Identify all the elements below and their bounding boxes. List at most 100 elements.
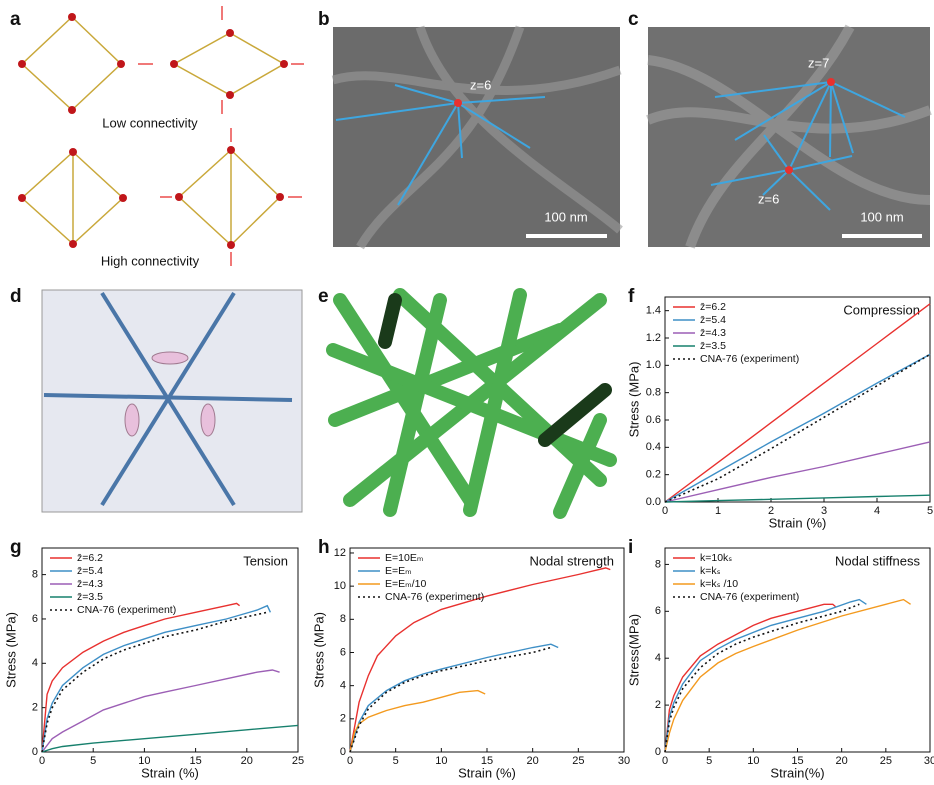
series-line	[350, 648, 551, 753]
x-tick-label: 0	[39, 755, 45, 767]
y-tick-label: 2	[655, 699, 661, 711]
x-axis-label: Strain (%)	[769, 515, 827, 530]
label: z=6	[758, 191, 779, 206]
annotation: Tension	[243, 553, 288, 568]
figure: Low connectivity High connectivity z=6 1…	[0, 0, 934, 785]
panel-label: g	[10, 537, 22, 558]
x-tick-label: 5	[706, 755, 712, 767]
panel-label: f	[628, 286, 635, 307]
y-tick-label: 1.0	[646, 359, 661, 371]
x-tick-label: 5	[90, 755, 96, 767]
y-tick-label: 12	[334, 547, 346, 559]
panel-label: d	[10, 286, 22, 307]
y-tick-label: 4	[655, 652, 661, 664]
y-tick-label: 0.4	[646, 441, 661, 453]
y-tick-label: 8	[340, 613, 346, 625]
series-line	[665, 600, 911, 752]
series-line	[665, 354, 930, 502]
y-tick-label: 6	[655, 605, 661, 617]
series-line	[350, 644, 558, 752]
y-axis-label: Stress(MPa)	[626, 614, 641, 686]
y-tick-label: 0.8	[646, 387, 661, 399]
x-tick-label: 4	[874, 505, 880, 517]
series-line	[350, 691, 485, 752]
x-axis-label: Strain (%)	[141, 765, 199, 780]
series-line	[665, 495, 930, 502]
x-tick-label: 20	[241, 755, 253, 767]
y-axis-label: Stress (MPa)	[3, 612, 18, 688]
x-tick-label: 10	[435, 755, 447, 767]
label: z=7	[808, 55, 829, 70]
caption: High connectivity	[101, 253, 200, 268]
x-tick-label: 30	[618, 755, 630, 767]
legend-label: k=kₛ	[700, 565, 721, 577]
y-tick-label: 0.0	[646, 496, 661, 508]
y-tick-label: 2	[32, 702, 38, 714]
series-line	[665, 604, 859, 752]
nodes-a	[18, 13, 288, 249]
x-axis-label: Strain(%)	[770, 765, 824, 780]
x-tick-label: 10	[747, 755, 759, 767]
y-tick-label: 2	[340, 713, 346, 725]
panel-label: c	[628, 9, 639, 30]
panel-label: a	[10, 9, 21, 30]
caption: Low connectivity	[102, 115, 198, 130]
panel-label: e	[318, 286, 329, 307]
legend-label: z̄=5.4	[700, 314, 726, 326]
y-tick-label: 0.2	[646, 469, 661, 481]
legend-label: z̄=3.5	[700, 340, 726, 352]
y-tick-label: 0	[32, 746, 38, 758]
annotation: Nodal stiffness	[835, 553, 921, 568]
x-tick-label: 20	[836, 755, 848, 767]
y-axis-label: Stress (MPa)	[311, 612, 326, 688]
legend-label: CNA-76 (experiment)	[77, 604, 176, 616]
panel-label: h	[318, 537, 330, 558]
x-tick-label: 0	[662, 505, 668, 517]
scale-label: 100 nm	[860, 209, 903, 224]
annotation: Compression	[843, 302, 920, 317]
x-tick-label: 25	[572, 755, 584, 767]
legend-label: k=10kₛ	[700, 552, 732, 564]
y-tick-label: 6	[32, 613, 38, 625]
legend-label: z̄=6.2	[77, 552, 103, 564]
scale-label: 100 nm	[544, 209, 587, 224]
legend-label: z̄=4.3	[700, 327, 726, 339]
y-tick-label: 4	[340, 680, 346, 692]
legend-label: CNA-76 (experiment)	[700, 353, 799, 365]
legend-label: z̄=5.4	[77, 565, 103, 577]
legend-label: E=10Eₘ	[385, 552, 423, 564]
series-line	[42, 725, 298, 752]
arrows-a	[138, 6, 304, 266]
x-tick-label: 30	[924, 755, 934, 767]
legend-label: z̄=4.3	[77, 578, 103, 590]
y-tick-label: 0.6	[646, 414, 661, 426]
series-line	[42, 670, 280, 752]
y-tick-label: 6	[340, 646, 346, 658]
y-tick-label: 1.4	[646, 305, 661, 317]
legend-label: z̄=6.2	[700, 301, 726, 313]
y-tick-label: 0	[340, 746, 346, 758]
legend-label: E=Eₘ	[385, 565, 412, 577]
node	[785, 166, 793, 174]
label: z=6	[470, 77, 491, 92]
y-axis-label: Stress (MPa)	[626, 362, 641, 438]
x-tick-label: 5	[927, 505, 933, 517]
panel-label: i	[628, 537, 633, 558]
x-tick-label: 25	[292, 755, 304, 767]
x-tick-label: 5	[393, 755, 399, 767]
node	[454, 99, 462, 107]
x-tick-label: 20	[527, 755, 539, 767]
diagram-a	[22, 17, 284, 245]
legend-label: z̄=3.5	[77, 591, 103, 603]
x-tick-label: 0	[347, 755, 353, 767]
y-tick-label: 0	[655, 746, 661, 758]
y-tick-label: 1.2	[646, 332, 661, 344]
legend-label: k=kₛ /10	[700, 578, 738, 590]
x-tick-label: 25	[880, 755, 892, 767]
x-tick-label: 0	[662, 755, 668, 767]
legend-label: CNA-76 (experiment)	[385, 591, 484, 603]
node	[827, 78, 835, 86]
legend-label: CNA-76 (experiment)	[700, 591, 799, 603]
x-axis-label: Strain (%)	[458, 765, 516, 780]
y-tick-label: 10	[334, 580, 346, 592]
